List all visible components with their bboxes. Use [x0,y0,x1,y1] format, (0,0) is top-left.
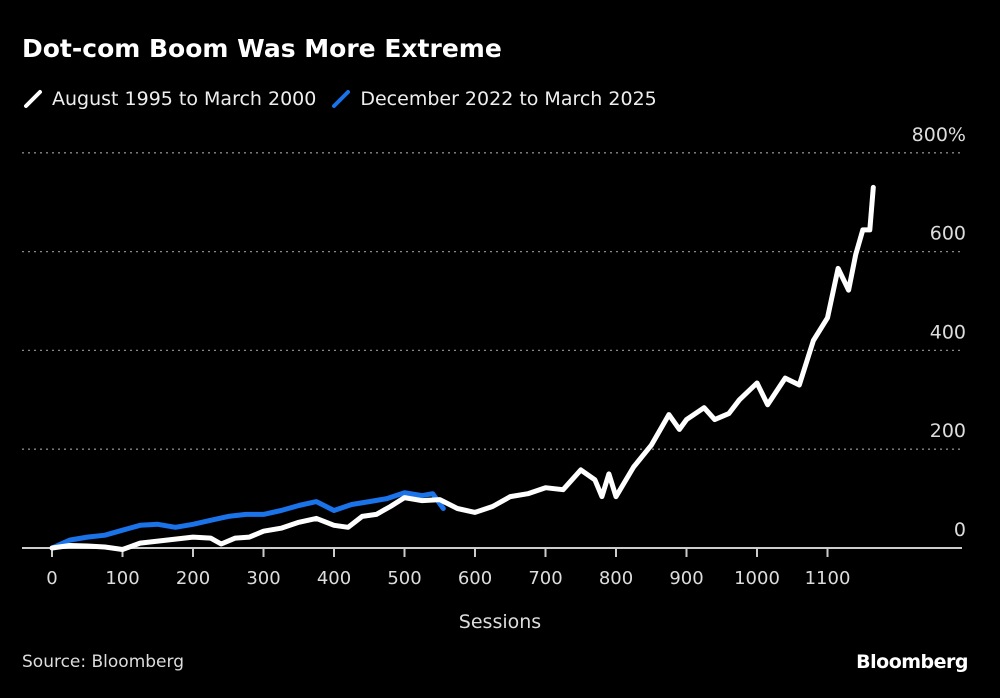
x-tick-label: 1000 [734,568,780,589]
x-tick-label: 600 [458,568,492,589]
legend: August 1995 to March 2000 December 2022 … [22,88,671,110]
y-tick-label: 800% [912,124,966,146]
x-tick-label: 400 [317,568,351,589]
bloomberg-logo: Bloomberg [856,651,968,673]
y-tick-label: 200 [930,420,966,442]
y-tick-label: 0 [954,519,966,541]
x-axis-label: Sessions [459,611,541,633]
x-tick-label: 800 [599,568,633,589]
legend-swatch-blue-icon [332,90,351,108]
x-tick-label: 200 [176,568,210,589]
series-line-1995-2000 [49,184,876,552]
x-tick-label: 1100 [805,568,851,589]
legend-item-2022: December 2022 to March 2025 [330,88,657,110]
x-tick-label: 700 [528,568,562,589]
legend-label: August 1995 to March 2000 [52,88,317,110]
source-note: Source: Bloomberg [22,652,184,672]
y-tick-label: 400 [930,321,966,343]
x-tick-label: 0 [46,568,57,589]
x-tick-label: 100 [105,568,139,589]
chart-title: Dot-com Boom Was More Extreme [22,34,502,63]
legend-label: December 2022 to March 2025 [360,88,657,110]
x-tick-label: 900 [669,568,703,589]
legend-swatch-white-icon [24,90,42,108]
x-tick-label: 500 [387,568,421,589]
y-tick-label: 600 [930,223,966,245]
series-line-2022-2025 [49,490,446,551]
legend-item-1995: August 1995 to March 2000 [22,88,316,110]
x-tick-label: 300 [246,568,280,589]
